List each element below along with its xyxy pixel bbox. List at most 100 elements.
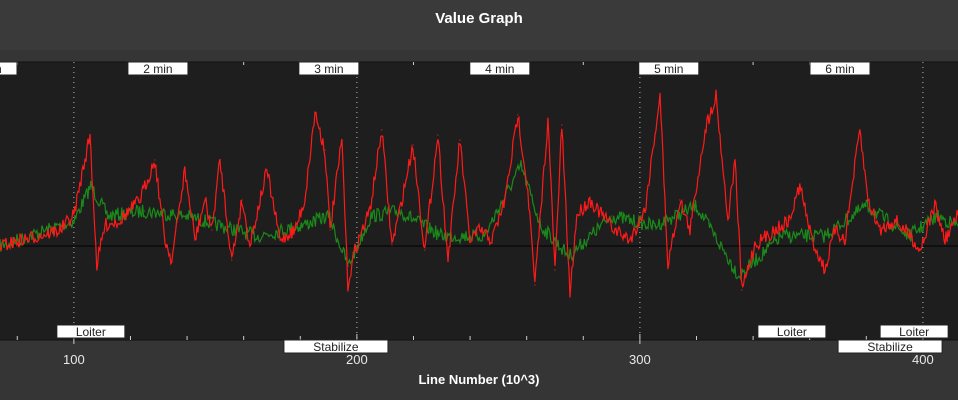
- series-green-point: [780, 235, 782, 237]
- series-red-point: [154, 159, 156, 161]
- series-red-point: [834, 229, 836, 231]
- series-green-point: [483, 235, 485, 237]
- series-red-point: [919, 249, 921, 251]
- series-red-point: [241, 199, 243, 201]
- series-green-point: [441, 235, 443, 237]
- series-red-point: [231, 259, 233, 261]
- flight-mode-marker-box: [837, 339, 943, 354]
- series-green-point: [73, 220, 75, 222]
- series-green-line: [0, 160, 958, 280]
- series-red-point: [561, 124, 563, 126]
- series-red-point: [391, 244, 393, 246]
- flight-mode-marker: Loiter: [757, 324, 827, 339]
- x-axis-label: Line Number (10^3): [418, 372, 540, 387]
- series-red-point: [96, 264, 98, 266]
- minute-marker-label: 1 min: [0, 62, 2, 76]
- series-red-point: [667, 264, 669, 266]
- series-red-point: [304, 199, 306, 201]
- minute-marker-box: [809, 61, 871, 76]
- series-red-point: [799, 184, 801, 186]
- series-red-point: [774, 229, 776, 231]
- series-red-point: [194, 239, 196, 241]
- series-red-point: [219, 159, 221, 161]
- x-tick-label: 200: [346, 352, 368, 367]
- series-red-point: [347, 284, 349, 286]
- series-red-point: [0, 245, 1, 247]
- series-red-point: [734, 159, 736, 161]
- series-red-point: [727, 219, 729, 221]
- series-red-point: [715, 94, 717, 96]
- series-green-point: [568, 255, 570, 257]
- plot-area: [0, 62, 958, 340]
- series-red-point: [879, 229, 881, 231]
- series-red-point: [164, 239, 166, 241]
- x-tick-label: 100: [63, 352, 85, 367]
- series-red-point: [534, 284, 536, 286]
- minute-marker: 6 min: [809, 61, 871, 76]
- series-red-point: [894, 219, 896, 221]
- series-red-point: [459, 139, 461, 141]
- series-red-point: [589, 199, 591, 201]
- series-red-point: [211, 229, 213, 231]
- x-tick-label: 300: [629, 352, 651, 367]
- series-red-point: [547, 119, 549, 121]
- minute-marker-box: [469, 61, 531, 76]
- series-red-point: [249, 244, 251, 246]
- minute-marker-label: 2 min: [143, 62, 172, 76]
- series-red-point: [517, 114, 519, 116]
- flight-mode-marker-label: Loiter: [76, 325, 106, 339]
- flight-mode-marker: Loiter: [879, 324, 949, 339]
- minute-marker-label: 6 min: [825, 62, 854, 76]
- minute-marker: 4 min: [469, 61, 531, 76]
- series-green-point: [299, 225, 301, 227]
- series-red-point: [469, 239, 471, 241]
- series-red-point: [399, 209, 401, 211]
- series-red-point: [554, 269, 556, 271]
- series-red-point: [867, 199, 869, 201]
- series-green-point: [107, 215, 109, 217]
- series-green-point: [347, 265, 349, 267]
- title-bar: [0, 0, 958, 50]
- series-red-point: [859, 129, 861, 131]
- series-red-line: [0, 89, 958, 298]
- flight-mode-marker-box: [56, 324, 126, 339]
- series-red-point: [73, 214, 75, 216]
- series-red-point: [184, 169, 186, 171]
- series-red-point: [412, 144, 414, 146]
- series-red-point: [266, 169, 268, 171]
- minute-marker: 3 min: [298, 61, 360, 76]
- series-red-point: [844, 239, 846, 241]
- series-red-point: [139, 199, 141, 201]
- series-green-point: [144, 210, 146, 212]
- series-red-point: [369, 209, 371, 211]
- series-red-point: [754, 244, 756, 246]
- flight-mode-marker-box: [757, 324, 827, 339]
- series-red-point: [659, 94, 661, 96]
- series-red-point: [614, 229, 616, 231]
- minute-marker-box: [638, 61, 700, 76]
- flight-mode-marker-label: Loiter: [899, 325, 929, 339]
- minute-marker: 1 min: [0, 61, 18, 76]
- series-red-point: [279, 239, 281, 241]
- series-red-point: [491, 239, 493, 241]
- minute-marker-label: 5 min: [654, 62, 683, 76]
- flight-mode-marker-label: Stabilize: [313, 340, 359, 354]
- minute-marker-label: 4 min: [485, 62, 514, 76]
- series-green-point: [653, 225, 655, 227]
- minute-marker: 2 min: [127, 61, 189, 76]
- series-green-point: [865, 205, 867, 207]
- flight-mode-marker-box: [283, 339, 389, 354]
- minute-marker: 5 min: [638, 61, 700, 76]
- flight-mode-marker-box: [879, 324, 949, 339]
- series-red-point: [479, 229, 481, 231]
- series-green-point: [257, 235, 259, 237]
- flight-mode-marker: Stabilize: [837, 339, 943, 354]
- series-red-point: [314, 111, 316, 113]
- series-red-point: [909, 234, 911, 236]
- series-red-point: [741, 289, 743, 291]
- series-red-point: [576, 214, 578, 216]
- series-red-point: [569, 294, 571, 296]
- flight-mode-marker: Stabilize: [283, 339, 389, 354]
- series-green-point: [90, 185, 92, 187]
- series-red-point: [89, 134, 91, 136]
